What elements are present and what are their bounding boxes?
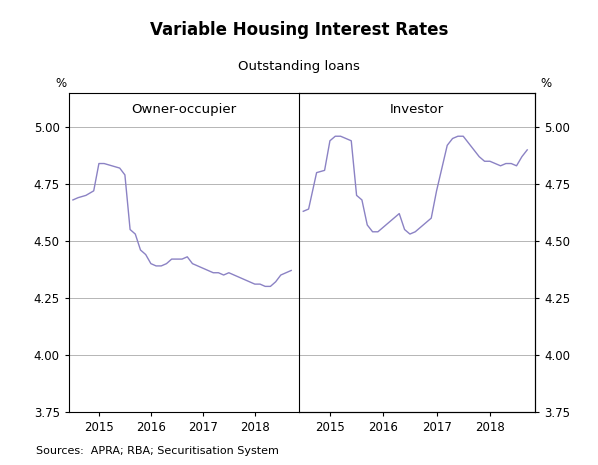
Text: Investor: Investor (390, 103, 444, 116)
Text: %: % (56, 77, 66, 90)
Text: Owner-occupier: Owner-occupier (132, 103, 236, 116)
Text: Sources:  APRA; RBA; Securitisation System: Sources: APRA; RBA; Securitisation Syste… (36, 445, 279, 456)
Text: %: % (540, 77, 551, 90)
Text: Outstanding loans: Outstanding loans (238, 60, 360, 73)
Text: Variable Housing Interest Rates: Variable Housing Interest Rates (150, 21, 448, 39)
